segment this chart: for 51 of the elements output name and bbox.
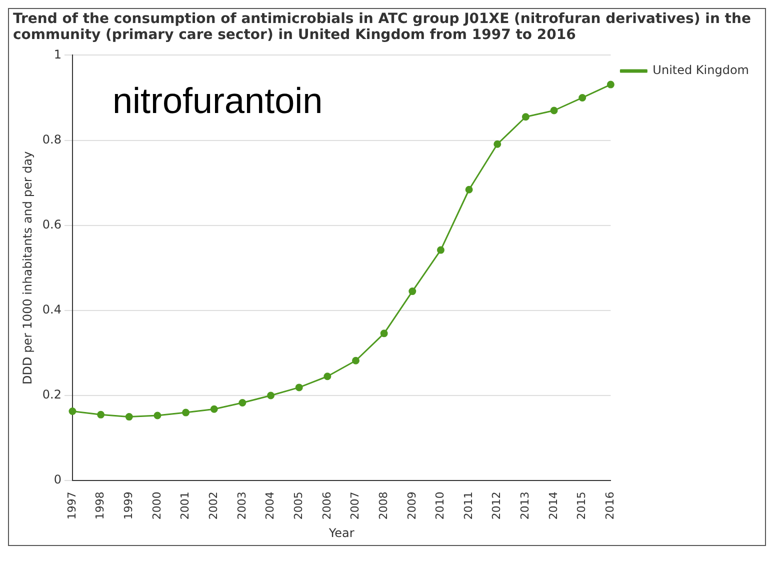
point (380, 330, 388, 338)
x-tick-label: 2013 (518, 492, 532, 520)
y-tick-label: 0.2 (42, 388, 62, 402)
point (606, 80, 614, 88)
point (324, 372, 332, 380)
y-axis-title: DDD per 1000 inhabitants and per day (20, 151, 34, 384)
y-tick-label: 0 (54, 472, 62, 487)
point (465, 186, 473, 194)
y-tick-label: 0.8 (42, 132, 62, 146)
x-tick-label: 2012 (490, 492, 504, 520)
point (550, 106, 558, 114)
point (182, 408, 190, 416)
point (97, 410, 105, 418)
x-tick-label: 1999 (122, 492, 135, 520)
x-tick-label: 2010 (434, 492, 447, 520)
point (238, 399, 246, 407)
point (436, 246, 444, 254)
x-tick-label: 2008 (376, 492, 390, 520)
x-tick-label: 2014 (546, 492, 560, 520)
x-tick-label: 1998 (94, 492, 107, 520)
x-axis-title: Year (328, 526, 354, 540)
x-tick-label: 2009 (405, 492, 418, 520)
x-tick-label: 2005 (292, 492, 305, 520)
point (494, 140, 502, 148)
point (68, 408, 76, 416)
legend-label: United Kingdom (652, 63, 750, 78)
point (295, 384, 303, 392)
y-tick-label: 0.4 (42, 302, 62, 317)
x-tick-label: 2006 (320, 492, 334, 520)
point (408, 288, 416, 296)
x-tick-label: 2016 (604, 492, 617, 520)
x-tick-label: 2002 (206, 492, 220, 520)
point (578, 94, 586, 102)
y-tick-label: 1 (54, 47, 62, 62)
x-tick-label: 2015 (575, 492, 588, 520)
x-tick-label: 2000 (150, 492, 164, 520)
point (154, 412, 162, 420)
point (352, 356, 360, 364)
annotation: nitrofurantoin (112, 80, 323, 122)
chart-title: Trend of the consumption of antimicrobials in ATC group J01XE (nitrofuran derivatives) in the community (primary care sector) in United Kingdom from 1997 to 2016 (12, 10, 752, 45)
y-tick-label: 0.6 (42, 217, 62, 232)
point (125, 413, 133, 421)
x-tick-label: 2004 (264, 492, 277, 520)
x-tick-label: 2007 (348, 492, 362, 520)
point (522, 113, 530, 121)
x-tick-label: 1997 (65, 492, 78, 520)
x-tick-label: 2011 (462, 492, 475, 520)
point (267, 392, 275, 400)
point (210, 405, 218, 413)
x-tick-label: 2003 (235, 492, 248, 520)
x-tick-label: 2001 (178, 492, 192, 520)
